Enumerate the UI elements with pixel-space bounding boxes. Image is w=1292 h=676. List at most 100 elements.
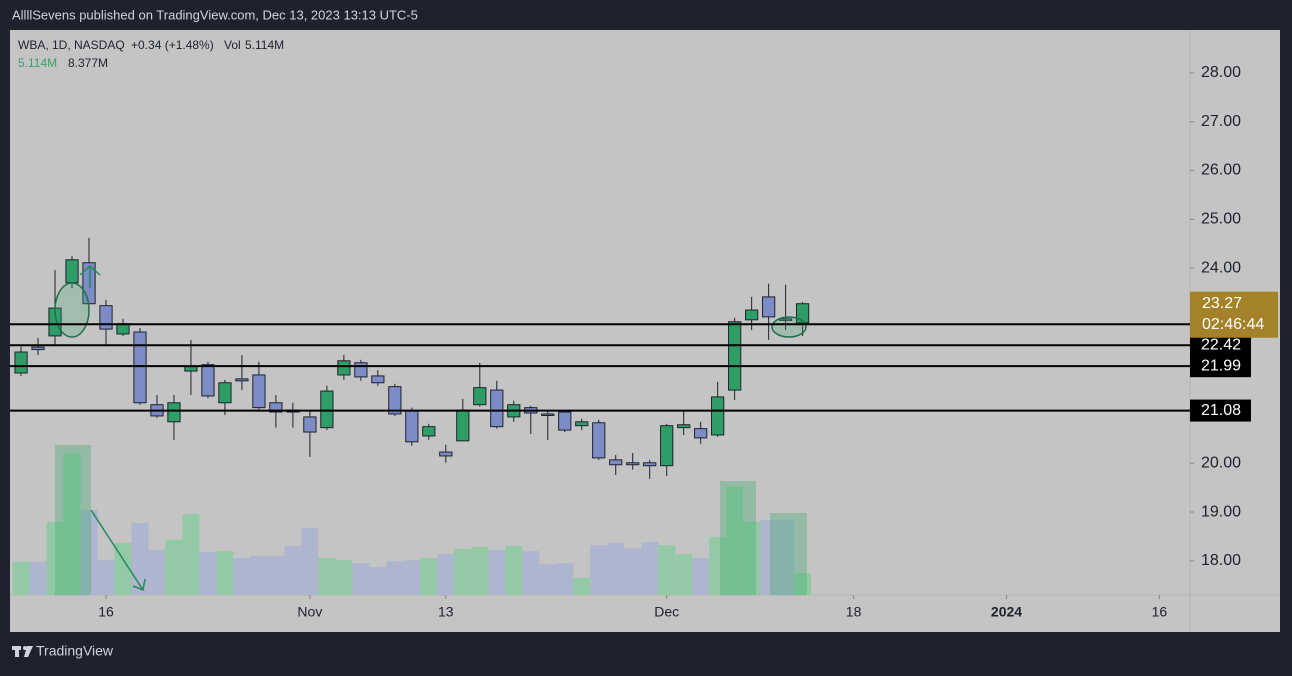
volume-bar (454, 548, 472, 595)
candle-body (711, 396, 725, 436)
candle-body (388, 386, 402, 415)
candle-body (558, 411, 572, 431)
volume-title: Vol (224, 38, 241, 52)
highlight (770, 513, 807, 595)
volume-bar (284, 545, 302, 595)
candle-body (728, 321, 742, 391)
countdown: 02:46:44 (1202, 316, 1264, 333)
level-label-box (1190, 334, 1251, 357)
volume-ma: 8.377M (68, 56, 108, 70)
volume-bar (12, 561, 30, 595)
tv-logo (12, 646, 33, 657)
candle-body (643, 462, 657, 467)
candle-body (99, 305, 113, 330)
y-tick-label: 28.00 (1201, 64, 1241, 81)
volume-bar (437, 554, 455, 595)
volume-bar (216, 551, 234, 595)
volume-bar (539, 564, 557, 595)
x-tick-label: Nov (297, 604, 322, 620)
volume-bar (488, 549, 506, 595)
volume-bar (46, 521, 64, 595)
candle-body (541, 413, 555, 416)
volume-bar (233, 558, 251, 595)
volume-bar (624, 548, 642, 595)
volume-bar (420, 558, 438, 595)
publisher: AllllSevens published on TradingView.com… (12, 7, 418, 22)
x-tick-label: 16 (1152, 604, 1168, 620)
volume-bar (573, 577, 591, 595)
volume-bar (386, 561, 404, 595)
change: +0.34 (+1.48%) (131, 38, 214, 52)
volume-bar (63, 453, 81, 595)
level-label: 21.99 (1201, 357, 1241, 374)
candle-body (745, 309, 759, 321)
x-tick-label: 16 (98, 604, 114, 620)
volume-bar (675, 554, 693, 595)
volume-value: 5.114M (245, 38, 284, 52)
highlight (55, 445, 91, 595)
arrow-annotation (79, 264, 101, 288)
y-tick-label: 18.00 (1201, 552, 1241, 569)
y-tick-label: 24.00 (1201, 259, 1241, 276)
last-price: 23.27 (1202, 295, 1242, 312)
plot (12, 237, 812, 595)
volume-bar (522, 551, 540, 595)
symbol: WBA, 1D, NASDAQ (18, 38, 125, 52)
volume-bar (743, 521, 761, 595)
highlight (720, 481, 756, 595)
volume-bar (777, 520, 795, 595)
ellipse-annotation (771, 316, 807, 338)
volume-bar (760, 520, 778, 595)
candle-body (116, 323, 130, 335)
volume-bar (250, 555, 268, 595)
x-tick-label: 13 (438, 604, 454, 620)
volume-bar (590, 545, 608, 595)
chart-pane (10, 30, 1280, 632)
level-label-box (1190, 399, 1251, 422)
candle-body (167, 402, 181, 423)
volume-bar (607, 542, 625, 595)
x-tick-label: 2024 (991, 604, 1022, 620)
volume-bar (80, 509, 98, 595)
candle-body (762, 296, 776, 318)
volume-bar (352, 563, 370, 595)
candle-body (65, 259, 79, 284)
volume-bar (641, 542, 659, 595)
arrow-annotation (90, 509, 146, 592)
volume-bar (471, 546, 489, 595)
candle-body (592, 422, 606, 459)
candle-body (456, 409, 470, 442)
candle-body (320, 390, 334, 429)
candle-body (252, 374, 266, 409)
candle-body (660, 425, 674, 467)
volume-bar (301, 527, 319, 595)
x-tick-label: Dec (654, 604, 679, 620)
volume-bar (97, 560, 115, 595)
volume-bar (114, 542, 132, 595)
level-label-box (1190, 355, 1251, 378)
volume-value: 5.114M (18, 56, 57, 70)
candle-body (218, 382, 232, 404)
x-tick-label: 18 (846, 604, 862, 620)
volume-bar (199, 552, 217, 595)
candle-body (14, 351, 28, 374)
y-tick-label: 25.00 (1201, 211, 1241, 228)
candle-body (235, 378, 249, 382)
volume-bar (658, 545, 676, 595)
candle-body (694, 428, 708, 439)
y-tick-label: 19.00 (1201, 503, 1241, 520)
y-tick-label: 26.00 (1201, 162, 1241, 179)
volume-bar (165, 539, 183, 595)
candle-body (473, 387, 487, 406)
candle-body (371, 375, 385, 384)
candle-body (201, 364, 215, 397)
volume-bar (148, 549, 166, 595)
level-label: 21.08 (1201, 402, 1241, 419)
candle-body (795, 303, 810, 324)
candle-body (439, 451, 453, 457)
candle-body (303, 416, 317, 433)
candle-body (31, 346, 45, 351)
candle-body (490, 389, 504, 428)
candle-body (354, 362, 368, 378)
volume-bar (267, 555, 285, 595)
